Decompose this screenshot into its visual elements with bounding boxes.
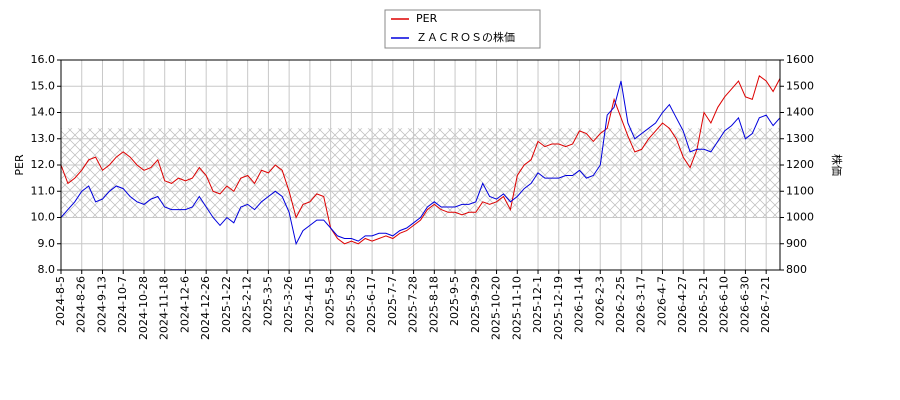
y2-tick-label: 800 [786,263,807,276]
legend-box [384,9,541,49]
y-axis-label: PER [13,154,26,176]
y2-tick-label: 1200 [786,158,814,171]
series-line [60,80,781,246]
legend: PER ＺＡＣＲＯＳの株価 [384,9,541,49]
x-tick-label: 2025-9-5 [448,276,461,326]
y-tick-label: 13.0 [31,132,56,145]
series-line [60,74,781,245]
x-tick-label: 2025-9-29 [469,276,482,333]
x-tick-label: 2025-10-20 [490,276,503,340]
x-tick-label: 2026-4-27 [676,276,689,333]
y-tick-label: 14.0 [31,106,56,119]
x-tick-label: 2026-5-21 [697,276,710,333]
x-tick-label: 2026-7-21 [759,276,772,333]
y2-tick-label: 1100 [786,184,814,197]
x-tick-label: 2026-2-25 [614,276,627,333]
x-tick-label: 2024-8-5 [54,276,67,326]
y2-tick-label: 1600 [786,53,814,66]
x-tick-label: 2025-7-28 [407,276,420,333]
y-tick-label: 15.0 [31,79,56,92]
x-tick-label: 2025-7-7 [386,276,399,326]
y-tick-label: 12.0 [31,158,56,171]
x-tick-label: 2025-4-15 [303,276,316,333]
x-tick-label: 2025-3-26 [282,276,295,333]
x-tick-label: 2026-2-3 [593,276,606,326]
x-tick-label: 2025-11-10 [510,276,523,340]
x-tick-label: 2024-12-6 [178,276,191,333]
x-tick-label: 2025-5-28 [344,276,357,333]
x-tick-label: 2026-1-14 [573,276,586,333]
y2-axis-label: 株価 [830,154,844,176]
x-tick-label: 2025-12-19 [552,276,565,340]
x-tick-label: 2025-8-18 [427,276,440,333]
x-tick-label: 2024-9-13 [95,276,108,333]
y2-tick-label: 1300 [786,132,814,145]
y2-tick-label: 1000 [786,211,814,224]
x-tick-label: 2024-12-26 [199,276,212,340]
x-tick-label: 2025-3-5 [261,276,274,326]
y-tick-label: 16.0 [31,53,56,66]
y2-tick-label: 1400 [786,106,814,119]
y-tick-label: 8.0 [38,263,56,276]
x-tick-label: 2026-3-17 [635,276,648,333]
x-tick-label: 2025-5-8 [324,276,337,326]
x-tick-label: 2025-1-22 [220,276,233,333]
legend-label: PER [416,12,438,25]
x-tick-label: 2025-12-1 [531,276,544,333]
x-tick-label: 2026-4-7 [655,276,668,326]
x-tick-label: 2026-6-10 [718,276,731,333]
y2-tick-label: 900 [786,237,807,250]
y2-tick-label: 1500 [786,79,814,92]
x-tick-label: 2026-6-30 [738,276,751,333]
x-tick-label: 2025-6-17 [365,276,378,333]
x-tick-label: 2025-2-12 [241,276,254,333]
y-tick-label: 9.0 [38,237,56,250]
x-tick-label: 2024-10-7 [116,276,129,333]
x-tick-label: 2024-11-18 [158,276,171,340]
plot-frame [60,59,781,271]
shaded-range [61,128,780,218]
y-tick-label: 11.0 [31,184,56,197]
x-tick-label: 2024-10-28 [137,276,150,340]
x-tick-label: 2024-8-26 [75,276,88,333]
y-tick-label: 10.0 [31,211,56,224]
legend-label: ＺＡＣＲＯＳの株価 [416,30,515,44]
